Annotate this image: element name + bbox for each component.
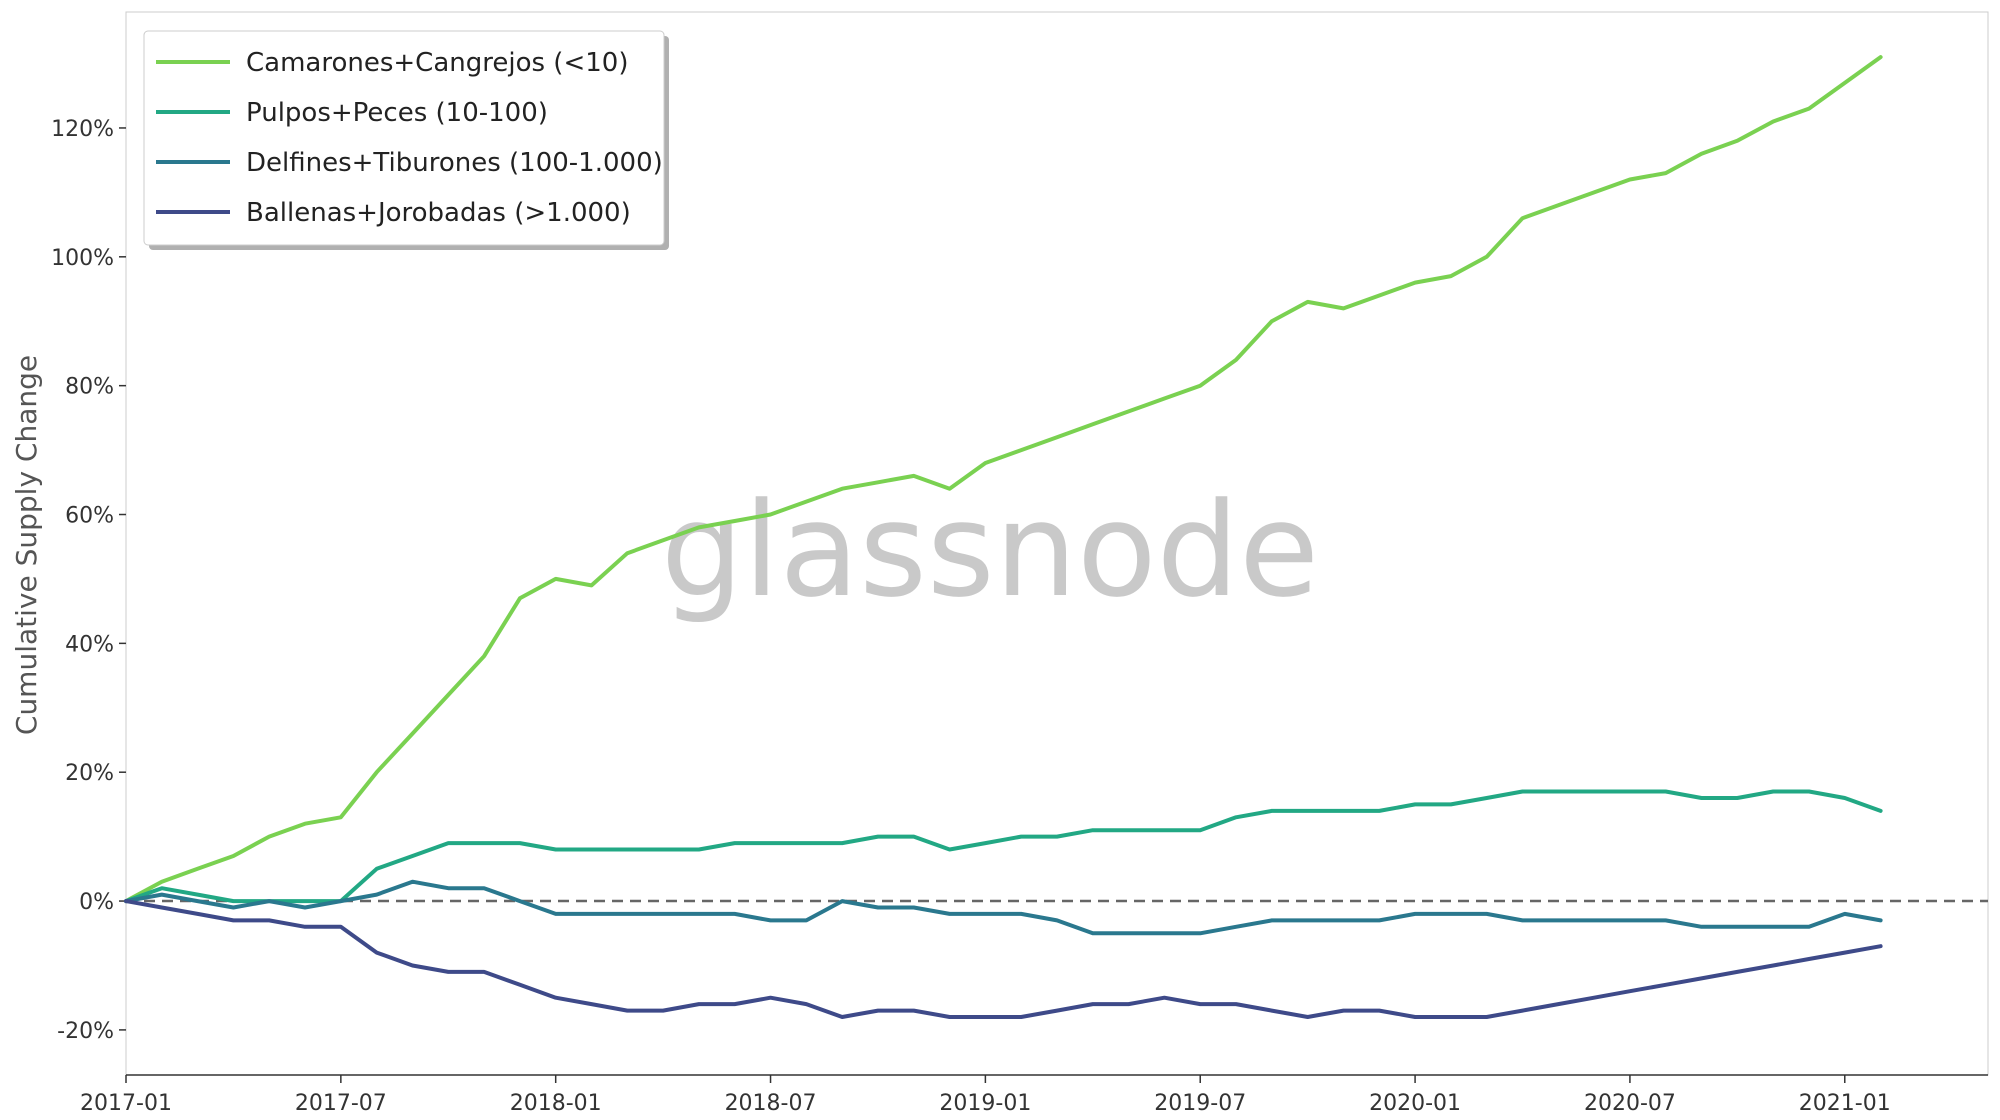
series-line-1	[124, 55, 1883, 904]
y-tick-label: 60%	[65, 504, 114, 529]
legend-label-4: Ballenas+Jorobadas (>1.000)	[246, 198, 631, 228]
y-tick-label: 0%	[79, 890, 114, 915]
x-tick-label: 2020-07	[1584, 1091, 1676, 1116]
series-lines	[124, 55, 1883, 1019]
y-tick-label: 120%	[51, 117, 114, 142]
legend-label-2: Pulpos+Peces (10-100)	[246, 98, 548, 128]
x-tick-label: 2019-07	[1154, 1091, 1246, 1116]
y-axis-ticks: -20% 0% 20% 40% 60% 80% 100% 120%	[51, 117, 126, 1044]
series-line-4	[124, 899, 1883, 1019]
x-tick-label: 2018-07	[725, 1091, 817, 1116]
x-tick-label: 2017-07	[295, 1091, 387, 1116]
x-tick-label: 2019-01	[939, 1091, 1031, 1116]
legend: Camarones+Cangrejos (<10) Pulpos+Peces (1…	[143, 30, 669, 250]
y-axis-label: Cumulative Supply Change	[10, 355, 43, 735]
y-tick-label: 40%	[65, 632, 114, 657]
x-axis-ticks: 2017-01 2017-07 2018-01 2018-07 2019-01 2019-…	[80, 1075, 1891, 1116]
y-tick-label: 80%	[65, 375, 114, 400]
y-tick-label: -20%	[57, 1019, 114, 1044]
legend-label-3: Delfines+Tiburones (100-1.000)	[246, 148, 663, 178]
legend-label-1: Camarones+Cangrejos (<10)	[246, 48, 628, 78]
watermark: glassnode	[661, 474, 1319, 626]
x-tick-label: 2017-01	[80, 1091, 172, 1116]
x-tick-label: 2018-01	[510, 1091, 602, 1116]
x-tick-label: 2020-01	[1369, 1091, 1461, 1116]
y-tick-label: 100%	[51, 246, 114, 271]
series-line-3	[124, 879, 1883, 936]
series-line-2	[124, 789, 1883, 904]
y-tick-label: 20%	[65, 761, 114, 786]
x-tick-label: 2021-01	[1799, 1091, 1891, 1116]
legend-items: Camarones+Cangrejos (<10) Pulpos+Peces (1…	[156, 48, 663, 228]
legend-box	[143, 30, 665, 246]
